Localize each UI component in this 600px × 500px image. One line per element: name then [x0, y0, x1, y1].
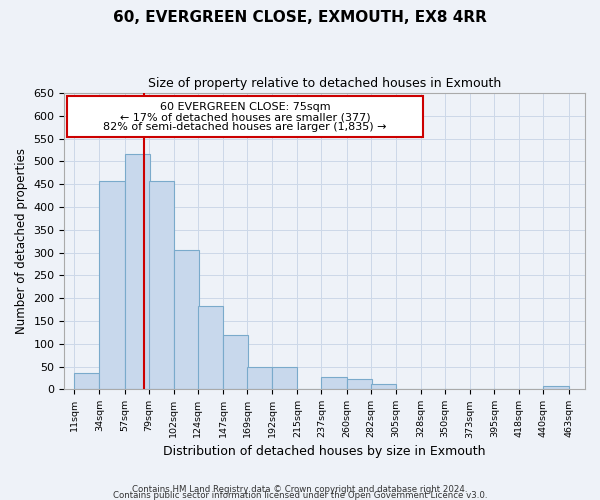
Text: ← 17% of detached houses are smaller (377): ← 17% of detached houses are smaller (37…: [119, 112, 370, 122]
Bar: [272, 366, 298, 390]
Bar: [347, 380, 372, 390]
Text: 60 EVERGREEN CLOSE: 75sqm: 60 EVERGREEN CLOSE: 75sqm: [160, 102, 330, 112]
X-axis label: Distribution of detached houses by size in Exmouth: Distribution of detached houses by size …: [163, 444, 486, 458]
Text: Contains HM Land Registry data © Crown copyright and database right 2024.: Contains HM Land Registry data © Crown c…: [132, 484, 468, 494]
Title: Size of property relative to detached houses in Exmouth: Size of property relative to detached ho…: [148, 78, 502, 90]
Bar: [74, 374, 100, 390]
FancyBboxPatch shape: [67, 96, 423, 138]
Bar: [100, 180, 125, 390]
Bar: [174, 250, 199, 390]
Text: 82% of semi-detached houses are larger (1,835) →: 82% of semi-detached houses are larger (…: [103, 122, 386, 132]
Bar: [198, 306, 223, 390]
Bar: [223, 334, 248, 390]
Bar: [322, 376, 347, 390]
Bar: [149, 180, 174, 390]
Bar: [125, 154, 150, 390]
Text: 60, EVERGREEN CLOSE, EXMOUTH, EX8 4RR: 60, EVERGREEN CLOSE, EXMOUTH, EX8 4RR: [113, 10, 487, 25]
Bar: [371, 384, 396, 390]
Bar: [247, 366, 272, 390]
Bar: [544, 386, 569, 390]
Text: Contains public sector information licensed under the Open Government Licence v3: Contains public sector information licen…: [113, 490, 487, 500]
Y-axis label: Number of detached properties: Number of detached properties: [15, 148, 28, 334]
